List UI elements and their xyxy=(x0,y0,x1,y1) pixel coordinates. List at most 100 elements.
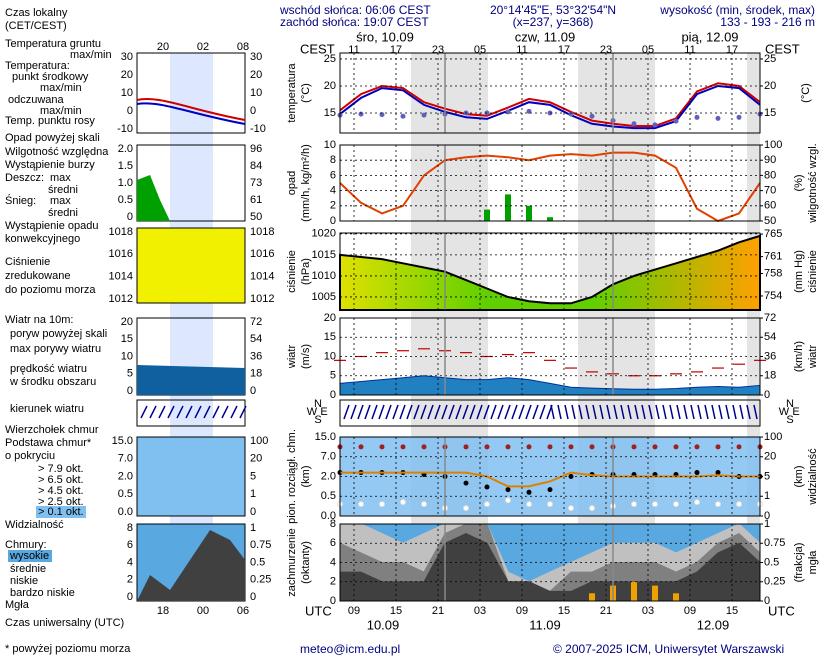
mini-tick-label: 10 xyxy=(250,87,262,99)
mini-tick-label: 20 xyxy=(121,69,133,81)
dot xyxy=(631,444,637,450)
height-values: 133 - 193 - 216 m xyxy=(720,15,815,29)
mini-tick-label: 15.0 xyxy=(112,435,133,447)
panel-frame xyxy=(339,232,761,311)
x-tick-label: 05 xyxy=(474,44,486,56)
y-tick-label: 20 xyxy=(324,80,336,92)
dot xyxy=(484,444,490,450)
mini-tick-label: 10 xyxy=(121,350,133,362)
mini-tick-label: 54 xyxy=(250,333,262,345)
direction-arrow xyxy=(669,404,674,420)
legend-label: max xyxy=(50,195,71,207)
x-tick-label: 15 xyxy=(726,605,738,617)
legend-label: Wystąpienie burzy xyxy=(5,159,95,171)
y-tick-label: 0 xyxy=(330,389,336,401)
direction-arrow xyxy=(571,404,576,420)
mini-tick-label: 96 xyxy=(250,143,262,155)
direction-arrow xyxy=(518,404,525,420)
direction-arrow xyxy=(648,404,653,420)
y-tick-label: 25 xyxy=(324,53,336,65)
dot xyxy=(736,444,742,450)
mini-decor xyxy=(137,175,170,221)
y2-axis-label: (%) xyxy=(793,174,805,191)
dot xyxy=(421,444,427,450)
mini-tick-label: 1012 xyxy=(109,293,133,305)
dot xyxy=(715,115,721,121)
direction-arrow xyxy=(357,404,364,420)
mini-tick-label: 0.5 xyxy=(118,488,133,500)
x-tick-label: 23 xyxy=(432,44,444,56)
y2-tick-label: 100 xyxy=(764,139,782,151)
mini-decor xyxy=(137,530,245,601)
bar xyxy=(673,593,679,601)
y2-tick-label: 754 xyxy=(764,290,782,302)
mini-tick-label: 1016 xyxy=(109,248,133,260)
mini-decor xyxy=(137,365,245,395)
direction-arrow xyxy=(364,404,371,420)
mini-frame xyxy=(136,227,246,304)
compass: W xyxy=(307,406,318,418)
y-tick-label: 4 xyxy=(330,185,336,197)
y2-axis-label: (frakcja) xyxy=(793,543,805,583)
mini-arrow xyxy=(149,405,157,419)
mini-cloud-bg xyxy=(137,437,245,516)
mini-arrow xyxy=(203,405,211,419)
legend-label: konwekcyjnego xyxy=(5,233,80,245)
compass: W xyxy=(779,406,790,418)
y2-axis-label: (km/h) xyxy=(793,341,805,372)
y-axis-label: (m/s) xyxy=(300,344,312,369)
y-tick-label: 15 xyxy=(324,331,336,343)
legend-label: > 4.5 okt. xyxy=(38,485,84,497)
y2-tick-label: 100 xyxy=(764,431,782,443)
dot xyxy=(358,444,364,450)
mini-arrow xyxy=(140,405,148,419)
panel-frame xyxy=(339,317,761,396)
direction-arrow xyxy=(539,404,546,420)
panel-frame xyxy=(339,523,761,602)
mini-tick-label: 0 xyxy=(127,211,133,223)
legend-label: Czas uniwersalny (UTC) xyxy=(5,617,124,629)
y2-tick-label: 0.75 xyxy=(764,537,785,549)
dot xyxy=(652,122,658,128)
compass: E xyxy=(320,406,327,418)
x-tick-label: 17 xyxy=(726,44,738,56)
direction-arrow xyxy=(490,404,497,420)
dot xyxy=(505,109,511,115)
y2-tick-label: 36 xyxy=(764,350,776,362)
x-tick-label: 03 xyxy=(474,605,486,617)
mini-arrow xyxy=(230,405,238,419)
y2-tick-label: 25 xyxy=(764,53,776,65)
mini-tick-label: 20 xyxy=(250,453,262,465)
legend-label: w środku obszaru xyxy=(9,376,96,388)
mini-tick-label: 36 xyxy=(250,350,262,362)
bar xyxy=(484,209,490,221)
x-tick-label: 09 xyxy=(348,605,360,617)
mini-frame xyxy=(136,399,246,427)
mini-tick-label: 0 xyxy=(250,385,256,397)
mini-tick-label: 0.5 xyxy=(118,194,133,206)
direction-arrow xyxy=(718,404,723,420)
day-label: czw, 11.09 xyxy=(515,29,575,44)
mini-x-tick: 00 xyxy=(197,605,209,617)
y-tick-label: 0.5 xyxy=(321,490,336,502)
dot xyxy=(736,501,742,508)
dot xyxy=(694,444,700,450)
direction-arrow xyxy=(613,404,618,420)
mini-tick-label: 1018 xyxy=(109,226,133,238)
legend-label: max/min xyxy=(70,49,112,61)
mini-x-tick: 08 xyxy=(237,41,249,53)
y-tick-label: 6 xyxy=(330,169,336,181)
mini-tick-label: 6 xyxy=(127,539,133,551)
dot xyxy=(694,499,700,506)
mini-daylight xyxy=(170,53,213,601)
dot xyxy=(589,113,595,119)
y-tick-label: 15 xyxy=(324,107,336,119)
direction-arrow xyxy=(476,404,483,420)
legend-label: Wystąpienie opadu xyxy=(5,220,98,232)
legend-label: max porywy wiatru xyxy=(10,343,101,355)
mini-frame xyxy=(136,436,246,517)
y2-axis-label: wilgotność wzgl. xyxy=(807,143,819,223)
dot xyxy=(379,501,385,508)
